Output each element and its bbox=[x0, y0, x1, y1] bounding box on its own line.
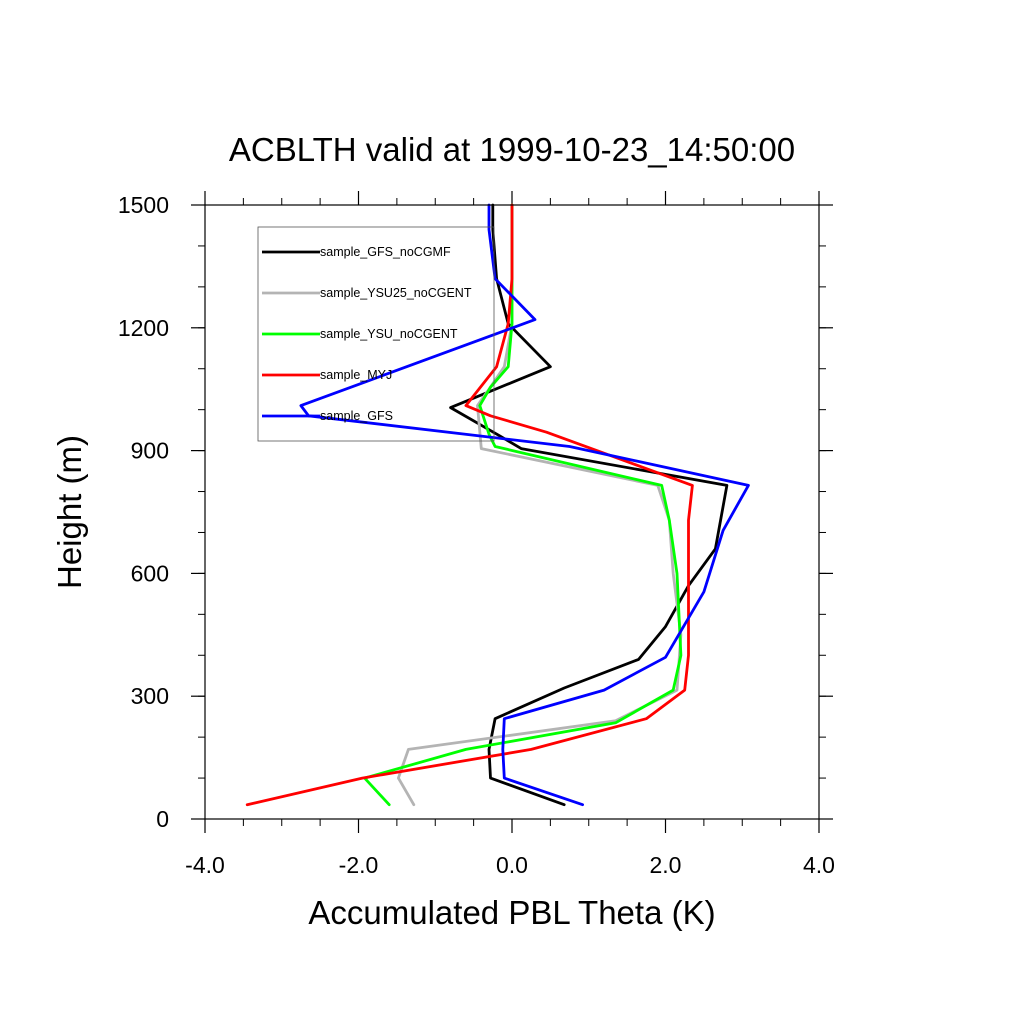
legend-label: sample_GFS bbox=[320, 409, 393, 423]
chart-title: ACBLTH valid at 1999-10-23_14:50:00 bbox=[229, 131, 795, 168]
x-tick-label: -4.0 bbox=[185, 852, 225, 878]
x-tick-labels: -4.0 -2.0 0.0 2.0 4.0 bbox=[185, 852, 835, 878]
y-tick-label: 900 bbox=[131, 438, 169, 464]
series-line-sample_YSU_noCGENT bbox=[363, 203, 683, 807]
x-tick-label: -2.0 bbox=[339, 852, 379, 878]
series-line-sample_MYJ bbox=[245, 203, 694, 807]
x-tick-label: 4.0 bbox=[803, 852, 835, 878]
y-tick-label: 0 bbox=[156, 806, 169, 832]
plot-lines bbox=[245, 203, 750, 807]
y-axis-title: Height (m) bbox=[51, 435, 88, 589]
legend-label: sample_YSU_noCGENT bbox=[320, 327, 458, 341]
legend-label: sample_GFS_noCGMF bbox=[320, 245, 451, 259]
y-tick-label: 300 bbox=[131, 683, 169, 709]
y-tick-label: 600 bbox=[131, 560, 169, 586]
y-tick-label: 1200 bbox=[118, 315, 169, 341]
x-tick-label: 0.0 bbox=[496, 852, 528, 878]
series-line-sample_YSU25_noCGENT bbox=[396, 203, 683, 807]
series-line-sample_GFS_noCGMF bbox=[449, 203, 729, 807]
series-line-sample_GFS bbox=[299, 203, 750, 807]
x-tick-label: 2.0 bbox=[650, 852, 682, 878]
y-tick-label: 1500 bbox=[118, 192, 169, 218]
legend-label: sample_MYJ bbox=[320, 368, 392, 382]
legend-label: sample_YSU25_noCGENT bbox=[320, 286, 472, 300]
major-ticks bbox=[191, 191, 833, 833]
plot-frame bbox=[204, 204, 820, 820]
legend-box bbox=[257, 226, 495, 442]
legend: sample_GFS_noCGMF sample_YSU25_noCGENTsam… bbox=[257, 226, 495, 442]
x-axis-title: Accumulated PBL Theta (K) bbox=[308, 894, 715, 931]
y-tick-labels: 0 300 600 900 1200 1500 bbox=[118, 192, 169, 832]
